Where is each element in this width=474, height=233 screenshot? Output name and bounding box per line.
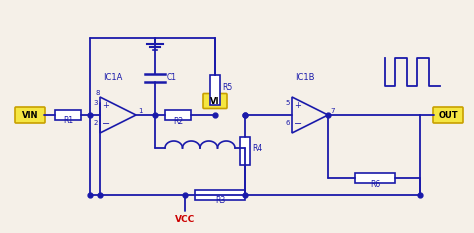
Text: −: − (294, 119, 302, 129)
Text: R4: R4 (252, 144, 262, 153)
FancyBboxPatch shape (15, 107, 45, 123)
Bar (195, 190, 245, 200)
Bar (355, 173, 395, 183)
Text: 7: 7 (330, 108, 335, 114)
Text: IC1A: IC1A (103, 73, 123, 82)
Bar (240, 137, 250, 165)
Text: R2: R2 (173, 117, 183, 126)
Text: 3: 3 (93, 100, 98, 106)
Text: VI: VI (210, 96, 220, 106)
Text: C1: C1 (167, 73, 177, 82)
Text: R3: R3 (215, 196, 225, 205)
Text: −: − (102, 119, 110, 129)
Text: 1: 1 (138, 108, 143, 114)
Text: R6: R6 (370, 180, 380, 189)
Text: +: + (294, 102, 301, 110)
Text: +: + (102, 102, 109, 110)
Bar (55, 110, 81, 120)
Text: 5: 5 (286, 100, 290, 106)
Text: 8: 8 (96, 90, 100, 96)
FancyBboxPatch shape (433, 107, 463, 123)
Text: 2: 2 (94, 120, 98, 126)
Text: IC1B: IC1B (295, 73, 315, 82)
Text: R5: R5 (222, 83, 232, 92)
Text: R1: R1 (63, 116, 73, 125)
Bar (165, 110, 191, 120)
Text: OUT: OUT (438, 110, 458, 120)
Text: VCC: VCC (175, 215, 195, 224)
FancyBboxPatch shape (203, 93, 227, 109)
Text: VIN: VIN (22, 110, 38, 120)
Text: 6: 6 (285, 120, 290, 126)
Bar (210, 75, 220, 105)
